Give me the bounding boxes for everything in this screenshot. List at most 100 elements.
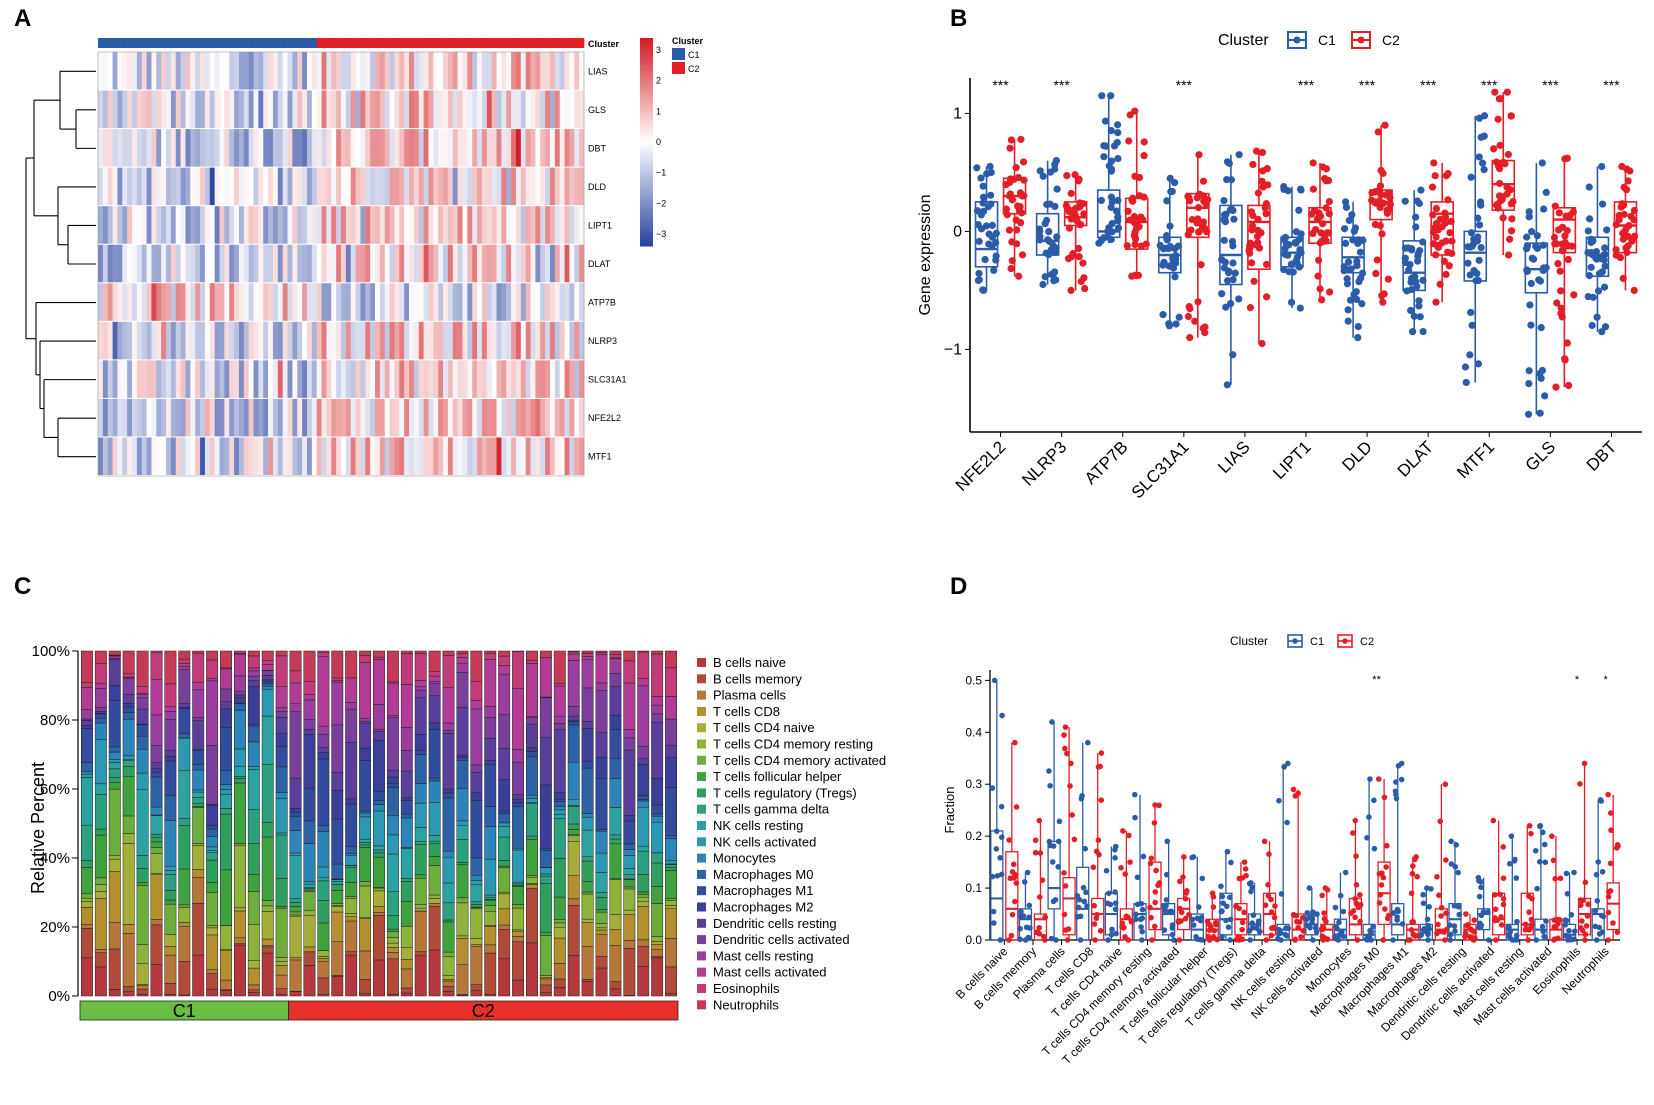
data-point xyxy=(1321,910,1327,916)
heatmap-cell xyxy=(360,283,366,321)
significance-label: *** xyxy=(992,77,1009,93)
bar-segment xyxy=(303,729,316,735)
data-point xyxy=(1071,205,1079,213)
heatmap-cell xyxy=(248,244,254,283)
bar-segment xyxy=(609,729,622,759)
heatmap-cell xyxy=(423,206,429,244)
bar-segment xyxy=(192,807,205,844)
bar-segment xyxy=(665,870,677,899)
data-point xyxy=(1324,936,1331,943)
data-point xyxy=(1372,269,1380,278)
heatmap-cell xyxy=(472,90,478,129)
heatmap-cell xyxy=(238,167,245,206)
heatmap-cell xyxy=(263,437,269,475)
heatmap-cell xyxy=(170,90,177,129)
bar-segment xyxy=(400,881,413,902)
significance-label: *** xyxy=(1053,77,1070,93)
data-point xyxy=(1276,930,1282,937)
bar-segment xyxy=(595,654,608,684)
annotation-cell xyxy=(156,38,162,48)
color-scale-step xyxy=(640,214,653,219)
heatmap-cell xyxy=(127,437,133,475)
data-point xyxy=(1261,838,1268,845)
heatmap-cell xyxy=(224,167,230,206)
heatmap-cell xyxy=(545,129,551,167)
bar-segment xyxy=(386,952,399,960)
heatmap-cell xyxy=(175,206,181,244)
data-point xyxy=(1355,277,1363,286)
data-point xyxy=(1616,253,1625,262)
bar-segment xyxy=(359,810,372,814)
bar-segment xyxy=(178,868,191,906)
heatmap-cell xyxy=(535,283,541,321)
data-point xyxy=(1448,838,1454,845)
box xyxy=(1476,908,1491,931)
bar-segment xyxy=(233,697,246,704)
heatmap-cell xyxy=(355,283,361,321)
data-point xyxy=(1581,760,1588,767)
data-point xyxy=(1163,871,1170,878)
bar-segment xyxy=(567,874,580,900)
bar-segment xyxy=(108,650,121,656)
bar-segment xyxy=(651,696,664,706)
data-point xyxy=(1139,915,1145,921)
bar-segment xyxy=(192,845,205,870)
bar-segment xyxy=(442,686,455,724)
data-point xyxy=(1045,237,1054,246)
bar-segment xyxy=(581,760,594,769)
bar-segment xyxy=(122,986,135,993)
data-point xyxy=(1026,902,1033,909)
row-label: ATP7B xyxy=(588,298,616,308)
data-point xyxy=(1312,925,1319,931)
heatmap-cell xyxy=(146,398,152,437)
heatmap-cell xyxy=(394,129,400,167)
data-point xyxy=(1041,220,1049,228)
bar-segment xyxy=(94,834,107,879)
data-point xyxy=(1224,277,1232,285)
heatmap-cell xyxy=(170,129,177,167)
data-point xyxy=(1466,271,1474,279)
box xyxy=(1247,204,1271,270)
data-point xyxy=(1474,214,1482,222)
heatmap-cell xyxy=(345,321,352,360)
bar-segment xyxy=(456,754,469,758)
heatmap-cell xyxy=(428,206,434,244)
bar-segment xyxy=(122,650,135,674)
data-point xyxy=(1452,928,1458,934)
data-point xyxy=(1177,905,1183,912)
bar-segment xyxy=(81,771,93,775)
color-scale-step xyxy=(640,69,653,74)
bar-segment xyxy=(178,907,191,923)
heatmap-cell xyxy=(452,90,458,129)
bar-segment xyxy=(609,929,622,946)
bar-segment xyxy=(595,927,608,931)
data-point xyxy=(1140,152,1148,160)
bar-segment xyxy=(94,718,107,724)
heatmap-cell xyxy=(102,398,109,437)
x-tick-label: ATP7B xyxy=(1081,437,1132,488)
heatmap-cell xyxy=(379,283,386,321)
heatmap-cell xyxy=(365,283,371,321)
heatmap-cell xyxy=(375,321,381,360)
heatmap-cell xyxy=(321,167,327,206)
data-point xyxy=(1582,937,1588,943)
bar-segment xyxy=(178,825,191,870)
data-point xyxy=(1390,910,1397,916)
bar-segment xyxy=(484,993,497,997)
data-point xyxy=(1298,933,1304,940)
annotation-cell xyxy=(501,38,507,48)
data-point xyxy=(1195,904,1202,910)
heatmap-cell xyxy=(263,244,269,283)
bar-segment xyxy=(164,983,177,995)
data-point xyxy=(1068,760,1074,767)
row-label: DLAT xyxy=(588,259,611,269)
heatmap-cell xyxy=(243,437,249,475)
bar-segment xyxy=(81,650,93,684)
heatmap-cell xyxy=(253,360,259,398)
heatmap-cell xyxy=(481,129,488,167)
bar-segment xyxy=(81,924,93,929)
data-point xyxy=(1008,196,1017,204)
bar-segment xyxy=(526,663,538,717)
heatmap-cell xyxy=(326,90,332,129)
heatmap-cell xyxy=(141,360,147,398)
